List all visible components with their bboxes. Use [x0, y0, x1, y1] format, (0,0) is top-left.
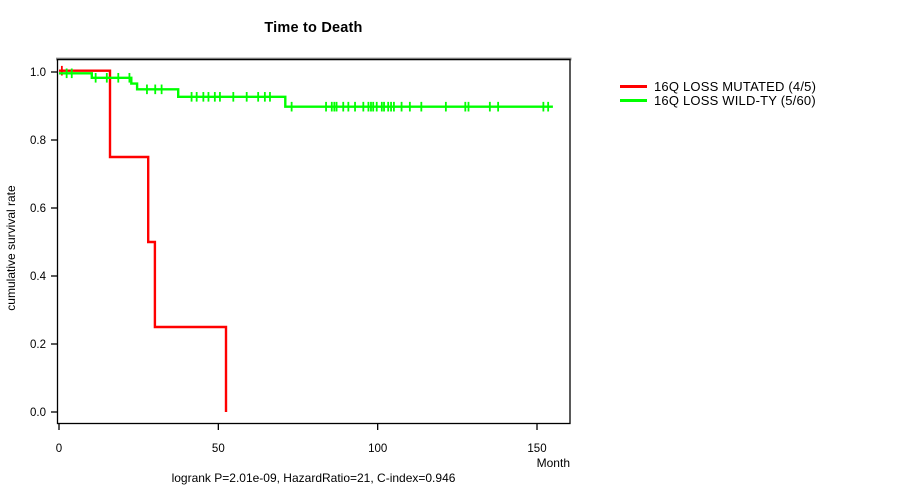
legend-label-wildtype: 16Q LOSS WILD-TY (5/60)	[654, 92, 816, 108]
y-tick-label: 0.6	[30, 203, 46, 215]
legend-item-wildtype: 16Q LOSS WILD-TY (5/60)	[620, 92, 816, 108]
legend-item-mutated: 16Q LOSS MUTATED (4/5)	[620, 78, 817, 94]
y-tick-label: 0.4	[30, 271, 47, 283]
y-tick-label: 1.0	[30, 67, 46, 79]
x-tick-label: 0	[56, 443, 62, 455]
plot-box	[56, 58, 571, 425]
y-tick-label: 0.0	[30, 407, 46, 419]
legend-label-mutated: 16Q LOSS MUTATED (4/5)	[654, 78, 817, 94]
y-tick-label: 0.8	[30, 135, 46, 147]
legend-swatch-wildtype-line	[620, 98, 647, 102]
x-tick-label: 50	[212, 443, 225, 455]
chart-title: Time to Death	[264, 20, 363, 36]
legend: 16Q LOSS MUTATED (4/5) 16Q LOSS WILD-TY …	[620, 78, 817, 108]
stats-footnote: logrank P=2.01e-09, HazardRatio=21, C-in…	[171, 471, 456, 485]
x-tick-label: 100	[368, 443, 387, 455]
y-tick-label: 0.2	[30, 339, 46, 351]
x-tick-label: 150	[527, 443, 546, 455]
survival-curve-mutated	[59, 69, 228, 412]
legend-swatch-mutated-line	[620, 84, 647, 88]
x-axis-label: Month	[536, 456, 570, 470]
survival-curve-wildtype	[59, 72, 553, 108]
